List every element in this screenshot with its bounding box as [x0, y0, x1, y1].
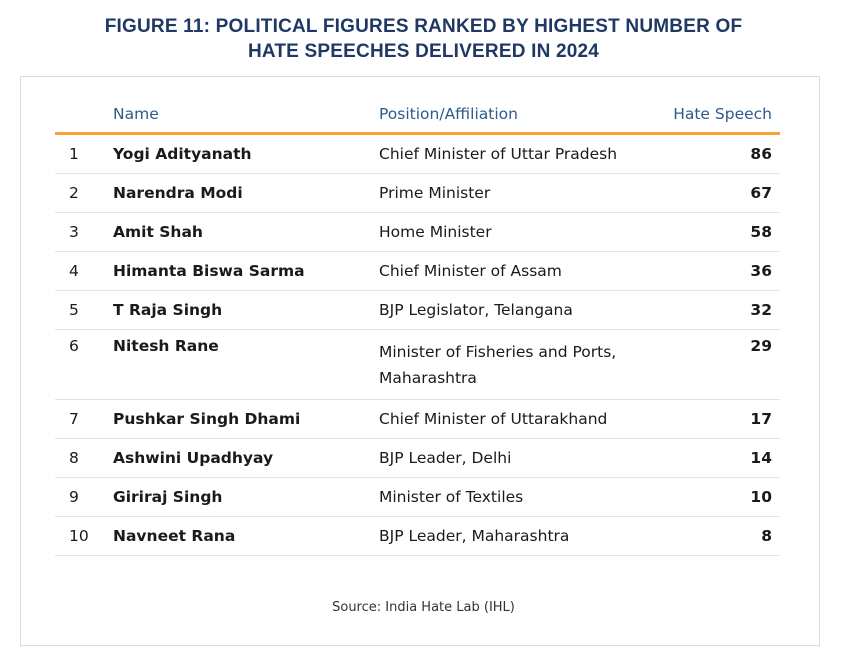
row-name: Ashwini Upadhyay [113, 438, 379, 478]
row-rank: 8 [55, 438, 113, 478]
table-row: 6 Nitesh Rane Minister of Fisheries and … [55, 329, 780, 400]
row-rank: 6 [55, 329, 113, 400]
row-rank: 3 [55, 212, 113, 252]
row-name: Pushkar Singh Dhami [113, 399, 379, 439]
row-hate-speech-count: 86 [669, 133, 780, 174]
row-rank: 1 [55, 133, 113, 174]
row-position-line-2: Maharashtra [379, 368, 477, 387]
table-row: 9 Giriraj Singh Minister of Textiles 10 [55, 477, 780, 517]
row-hate-speech-count: 10 [669, 477, 780, 517]
table-row: 4 Himanta Biswa Sarma Chief Minister of … [55, 251, 780, 291]
row-position: BJP Legislator, Telangana [379, 290, 669, 330]
table-row: 3 Amit Shah Home Minister 58 [55, 212, 780, 252]
row-position: Home Minister [379, 212, 669, 252]
row-name: Nitesh Rane [113, 329, 379, 400]
header-rank [55, 96, 113, 135]
figure-title-line-1: FIGURE 11: POLITICAL FIGURES RANKED BY H… [104, 16, 743, 37]
header-hate-speech: Hate Speech [669, 96, 780, 135]
table-header-row: Name Position/Affiliation Hate Speech [55, 96, 780, 135]
row-position-line-1: Minister of Fisheries and Ports, [379, 342, 617, 361]
row-rank: 7 [55, 399, 113, 439]
ranking-table: Name Position/Affiliation Hate Speech 1 … [55, 96, 780, 556]
row-hate-speech-count: 29 [669, 329, 780, 400]
row-rank: 5 [55, 290, 113, 330]
row-hate-speech-count: 58 [669, 212, 780, 252]
table-row: 1 Yogi Adityanath Chief Minister of Utta… [55, 133, 780, 174]
row-rank: 9 [55, 477, 113, 517]
row-name: Amit Shah [113, 212, 379, 252]
header-name: Name [113, 96, 379, 135]
header-position: Position/Affiliation [379, 96, 669, 135]
figure-title: FIGURE 11: POLITICAL FIGURES RANKED BY H… [0, 14, 847, 64]
row-rank: 4 [55, 251, 113, 291]
row-name: Navneet Rana [113, 516, 379, 556]
row-name: Yogi Adityanath [113, 133, 379, 174]
table-row: 5 T Raja Singh BJP Legislator, Telangana… [55, 290, 780, 330]
table-row: 10 Navneet Rana BJP Leader, Maharashtra … [55, 516, 780, 556]
row-hate-speech-count: 36 [669, 251, 780, 291]
row-rank: 2 [55, 173, 113, 213]
row-hate-speech-count: 32 [669, 290, 780, 330]
row-position: BJP Leader, Maharashtra [379, 516, 669, 556]
table-row: 7 Pushkar Singh Dhami Chief Minister of … [55, 399, 780, 439]
figure-title-line-2: HATE SPEECHES DELIVERED IN 2024 [247, 41, 600, 62]
row-position: Chief Minister of Uttar Pradesh [379, 133, 669, 174]
row-position: Minister of Fisheries and Ports, Maharas… [379, 329, 669, 400]
row-name: Giriraj Singh [113, 477, 379, 517]
row-position: Minister of Textiles [379, 477, 669, 517]
row-position: Chief Minister of Uttarakhand [379, 399, 669, 439]
row-name: Narendra Modi [113, 173, 379, 213]
row-hate-speech-count: 17 [669, 399, 780, 439]
row-position: BJP Leader, Delhi [379, 438, 669, 478]
row-rank: 10 [55, 516, 113, 556]
table-row: 8 Ashwini Upadhyay BJP Leader, Delhi 14 [55, 438, 780, 478]
row-position: Chief Minister of Assam [379, 251, 669, 291]
row-hate-speech-count: 8 [669, 516, 780, 556]
row-name: Himanta Biswa Sarma [113, 251, 379, 291]
row-position: Prime Minister [379, 173, 669, 213]
source-note: Source: India Hate Lab (IHL) [332, 600, 515, 615]
row-hate-speech-count: 67 [669, 173, 780, 213]
table-row: 2 Narendra Modi Prime Minister 67 [55, 173, 780, 213]
row-name: T Raja Singh [113, 290, 379, 330]
row-hate-speech-count: 14 [669, 438, 780, 478]
